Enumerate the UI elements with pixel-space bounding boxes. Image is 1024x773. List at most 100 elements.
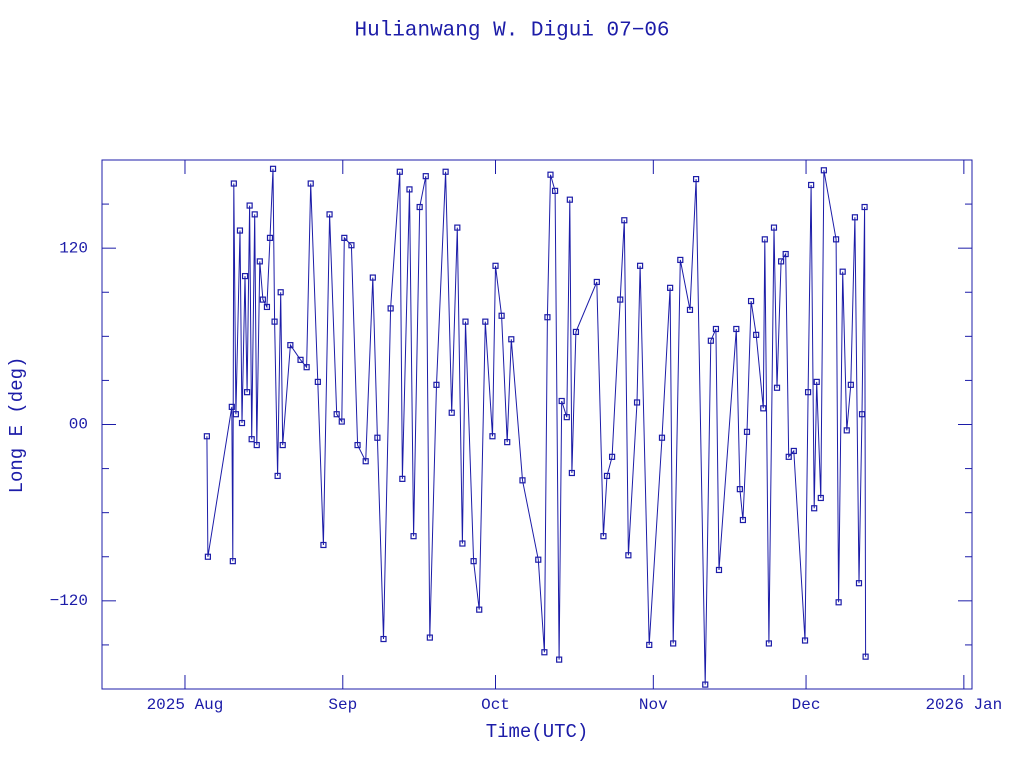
data-point — [462, 318, 469, 325]
data-point — [811, 505, 818, 512]
data-point — [832, 236, 840, 243]
data-point — [782, 250, 789, 258]
data-point — [236, 227, 244, 234]
data-point — [314, 378, 321, 385]
data-point — [369, 274, 376, 281]
data-point — [459, 540, 466, 547]
data-point — [508, 336, 515, 343]
data-point — [399, 475, 406, 482]
data-point — [547, 171, 554, 178]
data-point — [753, 331, 760, 338]
data-point — [855, 580, 863, 587]
data-point — [813, 378, 820, 385]
data-point — [498, 312, 505, 319]
data-point — [320, 541, 327, 549]
data-point — [246, 202, 253, 209]
y-axis-label: Long E (deg) — [6, 357, 28, 494]
data-point — [271, 318, 278, 325]
data-point — [808, 181, 815, 189]
data-point — [621, 217, 628, 224]
data-point — [263, 303, 271, 311]
data-point — [380, 635, 387, 643]
data-point — [333, 411, 340, 418]
data-point — [422, 173, 429, 180]
data-point — [646, 641, 653, 649]
data-point — [608, 453, 616, 460]
data-point — [228, 403, 235, 410]
data-point — [204, 553, 211, 560]
data-point — [504, 439, 511, 446]
data-point — [269, 165, 277, 172]
data-point — [617, 296, 624, 303]
x-tick-label: Sep — [328, 696, 357, 714]
data-point — [603, 472, 611, 480]
x-tick-label: Nov — [639, 696, 668, 714]
data-point — [760, 405, 767, 412]
data-point — [817, 494, 824, 502]
data-point — [426, 634, 433, 641]
data-point — [733, 325, 740, 333]
data-point — [736, 486, 743, 493]
data-point — [770, 224, 778, 231]
y-tick-label: 00 — [69, 416, 88, 434]
data-point — [563, 414, 570, 421]
data-point — [476, 606, 483, 613]
x-tick-label: Dec — [792, 696, 821, 714]
data-point — [785, 453, 792, 460]
data-point — [274, 472, 281, 480]
data-point — [847, 381, 854, 388]
data-point — [861, 203, 868, 211]
data-point — [566, 196, 573, 203]
data-point — [862, 653, 869, 660]
data-point — [633, 399, 641, 406]
data-point — [677, 256, 684, 264]
data-point — [470, 558, 477, 565]
data-point — [253, 441, 260, 449]
x-tick-label: 2025 Aug — [147, 696, 224, 714]
data-point — [535, 556, 542, 563]
data-point — [851, 214, 859, 221]
y-tick-label: −120 — [50, 592, 88, 610]
data-point — [625, 552, 632, 559]
data-point — [248, 436, 255, 443]
data-point — [707, 337, 714, 344]
data-point — [203, 433, 210, 440]
data-point — [341, 234, 348, 241]
data-point — [238, 419, 246, 427]
data-point — [686, 306, 694, 313]
data-point — [804, 389, 812, 396]
data-point — [348, 242, 355, 249]
data-point — [454, 224, 461, 231]
x-axis-label: Time(UTC) — [486, 721, 589, 743]
data-point — [338, 418, 345, 425]
x-tick-label: Oct — [481, 696, 510, 714]
data-point — [259, 296, 266, 303]
data-point — [519, 477, 526, 484]
chart-title: Hulianwang W. Digui 07−06 — [354, 20, 669, 43]
data-point — [858, 411, 866, 418]
data-point — [747, 297, 755, 305]
data-point — [326, 211, 333, 218]
data-point — [482, 318, 489, 325]
data-point — [354, 441, 361, 449]
data-point — [839, 268, 846, 275]
data-point — [433, 381, 440, 388]
data-point — [790, 447, 797, 455]
data-point — [761, 236, 768, 243]
data-point — [658, 434, 666, 441]
data-point — [572, 328, 580, 336]
data-point — [492, 262, 499, 269]
data-point — [362, 458, 369, 465]
plot-frame — [101, 159, 973, 690]
data-point — [743, 428, 751, 435]
data-point — [229, 558, 236, 565]
data-point — [712, 325, 720, 333]
data-point — [568, 469, 575, 477]
data-point — [232, 411, 239, 418]
data-point — [692, 176, 700, 183]
data-point — [702, 681, 709, 688]
data-point — [243, 389, 251, 396]
data-point — [667, 284, 674, 291]
data-point — [442, 168, 449, 175]
